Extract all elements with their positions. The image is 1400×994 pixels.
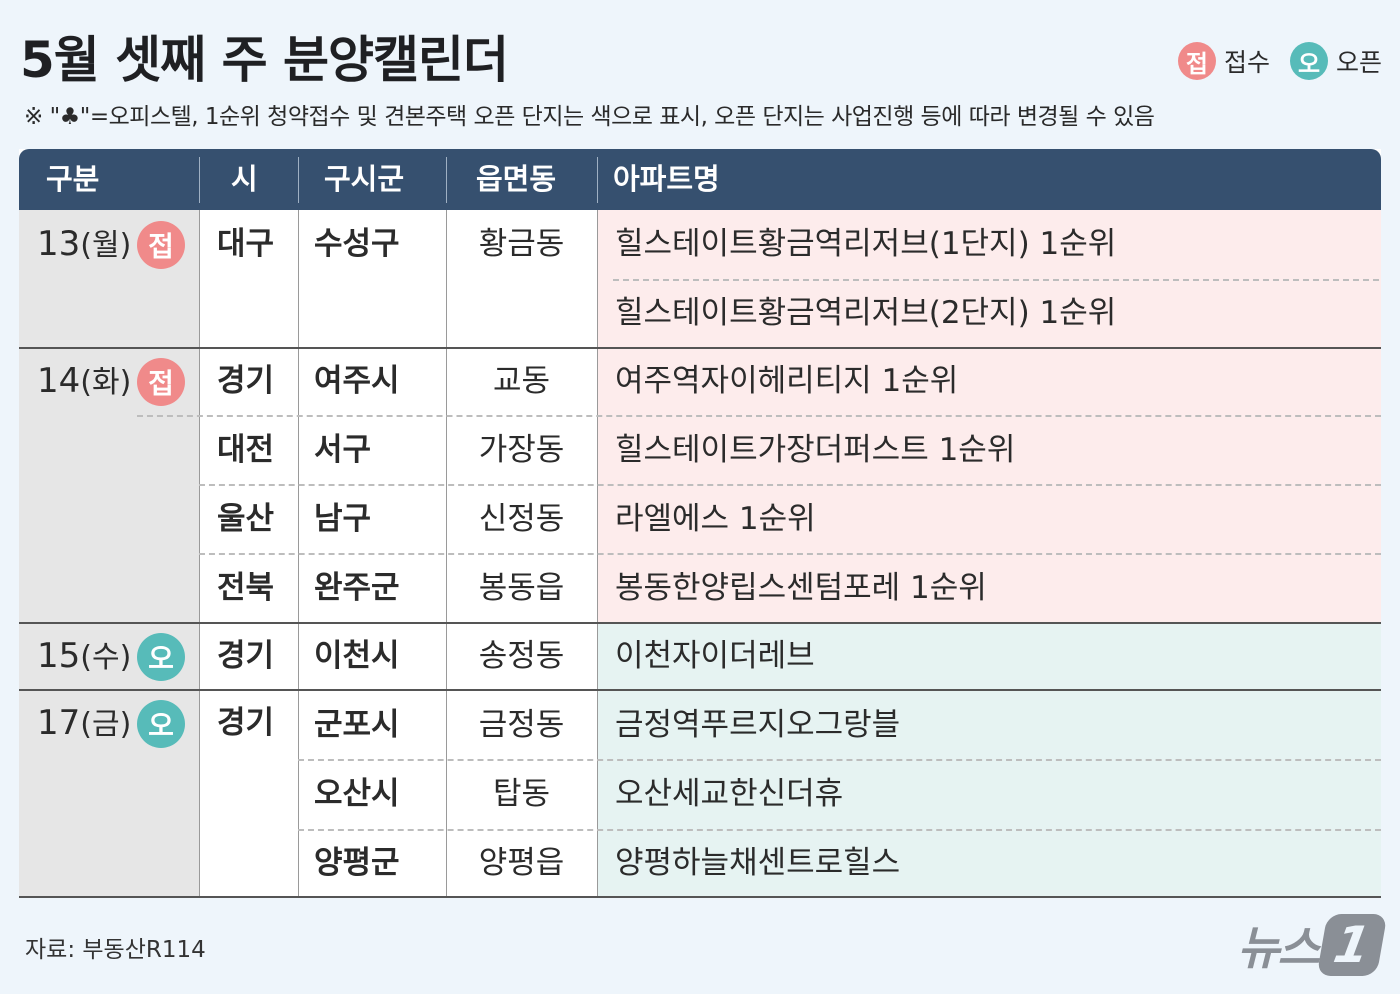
district-cell: 완주군	[314, 570, 400, 606]
header-apartment: 아파트명	[613, 162, 720, 196]
receipt-badge: 접	[137, 221, 185, 269]
header-city: 시	[231, 162, 258, 196]
date-15: 15(수)	[37, 636, 132, 676]
footnote: ※ "♣"=오피스텔, 1순위 청약접수 및 견본주택 오픈 단지는 색으로 표…	[24, 104, 1155, 130]
apartment-name: 금정역푸르지오그랑블	[615, 707, 901, 743]
district-cell: 수성구	[314, 226, 400, 262]
page-title: 5월 셋째 주 분양캘린더	[20, 31, 509, 89]
dong-cell: 금정동	[478, 707, 565, 743]
header-dong: 읍면동	[476, 162, 557, 196]
table-header: 구분 시 구시군 읍면동 아파트명	[19, 149, 1381, 210]
logo-mark: 1	[1316, 914, 1388, 976]
open-badge: 오	[1289, 42, 1328, 80]
apartment-name: 양평하늘채센트로힐스	[615, 845, 901, 881]
district-cell: 군포시	[314, 707, 400, 743]
calendar-table: 구분 시 구시군 읍면동 아파트명 13(월) 접 14(화) 접 15(수) …	[19, 149, 1381, 898]
district-cell: 이천시	[314, 638, 400, 674]
apartment-name: 오산세교한신더휴	[615, 776, 844, 812]
receipt-label: 접수	[1223, 48, 1270, 77]
city-cell: 대구	[217, 226, 275, 262]
city-cell: 울산	[217, 501, 275, 537]
header-category: 구분	[46, 162, 100, 196]
apartment-name: 힐스테이트황금역리저브(1단지) 1순위	[615, 226, 1117, 262]
district-cell: 남구	[314, 501, 372, 537]
apartment-name: 힐스테이트황금역리저브(2단지) 1순위	[615, 295, 1117, 331]
apartment-name: 여주역자이헤리티지 1순위	[615, 363, 959, 399]
dong-cell: 황금동	[478, 226, 565, 262]
open-badge: 오	[137, 700, 185, 748]
date-14: 14(화)	[37, 361, 132, 401]
city-cell: 경기	[217, 363, 275, 399]
receipt-badge: 접	[1177, 42, 1216, 80]
dong-cell: 신정동	[478, 501, 565, 537]
city-cell: 대전	[217, 432, 275, 468]
open-label: 오픈	[1335, 48, 1382, 77]
date-17: 17(금)	[37, 703, 132, 743]
source-credit: 자료: 부동산R114	[25, 937, 206, 963]
apartment-name: 이천자이더레브	[615, 638, 815, 674]
city-cell: 전북	[217, 570, 275, 606]
dong-cell: 교동	[492, 363, 551, 399]
district-cell: 오산시	[314, 776, 400, 812]
date-column-bg	[19, 210, 199, 898]
apartment-name: 라엘에스 1순위	[615, 501, 816, 537]
city-cell: 경기	[217, 638, 275, 674]
header-district: 구시군	[324, 162, 405, 196]
legend: 접 접수 오 오픈	[1177, 42, 1382, 80]
district-cell: 서구	[314, 432, 372, 468]
dong-cell: 송정동	[478, 638, 565, 674]
dong-cell: 봉동읍	[478, 570, 565, 606]
dong-cell: 탑동	[492, 776, 551, 812]
receipt-badge: 접	[137, 358, 185, 406]
open-badge: 오	[137, 633, 185, 681]
dong-cell: 가장동	[478, 432, 565, 468]
apartment-name: 힐스테이트가장더퍼스트 1순위	[615, 432, 1016, 468]
district-cell: 여주시	[314, 363, 400, 399]
apartment-name: 봉동한양립스센텀포레 1순위	[615, 570, 987, 606]
date-13: 13(월)	[37, 224, 132, 264]
district-cell: 양평군	[314, 845, 400, 881]
city-cell: 경기	[217, 705, 275, 741]
logo-text: 뉴스	[1237, 921, 1320, 975]
news1-logo: 뉴스 1	[1237, 912, 1388, 978]
dong-cell: 양평읍	[478, 845, 565, 881]
